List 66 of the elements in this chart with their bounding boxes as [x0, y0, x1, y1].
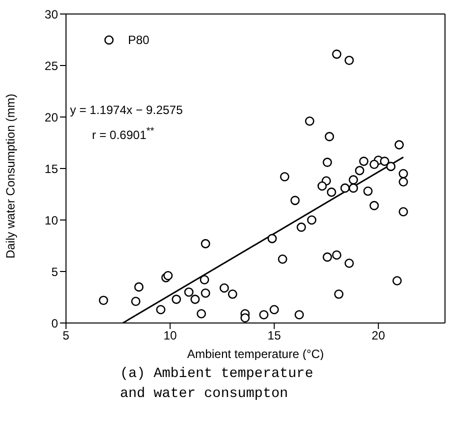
- point: [228, 290, 238, 299]
- annotation: r = 0.6901$^{**}$: [92, 126, 154, 142]
- point: [156, 304, 166, 314]
- point: [326, 188, 336, 197]
- point: [268, 234, 277, 244]
- point: [344, 56, 354, 65]
- point: [240, 313, 250, 322]
- point: [348, 183, 358, 193]
- y-tick-label: 15: [44, 162, 58, 176]
- point: [394, 140, 404, 150]
- y-tick-label: 5: [51, 264, 58, 279]
- annotation: y = 1.1974x − 9.2575: [70, 103, 183, 117]
- point: [98, 296, 108, 305]
- point: [344, 258, 354, 268]
- point: [134, 282, 144, 292]
- point: [322, 158, 332, 167]
- point: [172, 294, 182, 304]
- point: [270, 304, 279, 314]
- point: [359, 156, 368, 166]
- point: [259, 310, 268, 320]
- point: [380, 156, 390, 166]
- point: [348, 175, 358, 184]
- point: [294, 310, 304, 320]
- point: [196, 309, 206, 318]
- point: [322, 252, 332, 262]
- x-tick-label: 20: [372, 328, 386, 343]
- point: [296, 222, 306, 232]
- point: [354, 166, 364, 176]
- point: [334, 290, 344, 299]
- point: [131, 296, 140, 306]
- point: [317, 181, 327, 191]
- legend-label: P80: [128, 33, 150, 47]
- y-tick-label: 25: [44, 58, 58, 73]
- point: [340, 183, 350, 193]
- point: [200, 288, 210, 298]
- point: [398, 207, 408, 216]
- point: [200, 275, 210, 284]
- point: [163, 270, 173, 280]
- point: [304, 116, 314, 126]
- point: [278, 254, 288, 264]
- x-tick-label: 5: [62, 328, 70, 343]
- point: [392, 276, 402, 286]
- y-axis-title: Daily water Consumption (mm): [3, 94, 18, 258]
- point: [398, 177, 408, 187]
- text: (a) Ambient temperature and water consumpton: [120, 365, 314, 404]
- y-tick-label: 30: [44, 7, 58, 22]
- point: [324, 132, 334, 142]
- point: [184, 287, 194, 297]
- point: [398, 169, 408, 178]
- point: [200, 239, 210, 248]
- y-tick-label: 10: [44, 213, 58, 228]
- point: [332, 50, 342, 59]
- point: [290, 196, 300, 206]
- point: [190, 294, 200, 304]
- y-tick-label: 0: [51, 316, 58, 330]
- point: [386, 162, 396, 172]
- point: [280, 172, 290, 182]
- point: [307, 215, 316, 225]
- x-tick-label: 15: [268, 328, 282, 343]
- x-tick-label: 10: [163, 328, 178, 343]
- point: [363, 186, 373, 196]
- point: [370, 160, 379, 170]
- point: [332, 250, 342, 260]
- point: [220, 283, 229, 293]
- y-tick-label: 20: [44, 110, 58, 124]
- point: [370, 200, 379, 210]
